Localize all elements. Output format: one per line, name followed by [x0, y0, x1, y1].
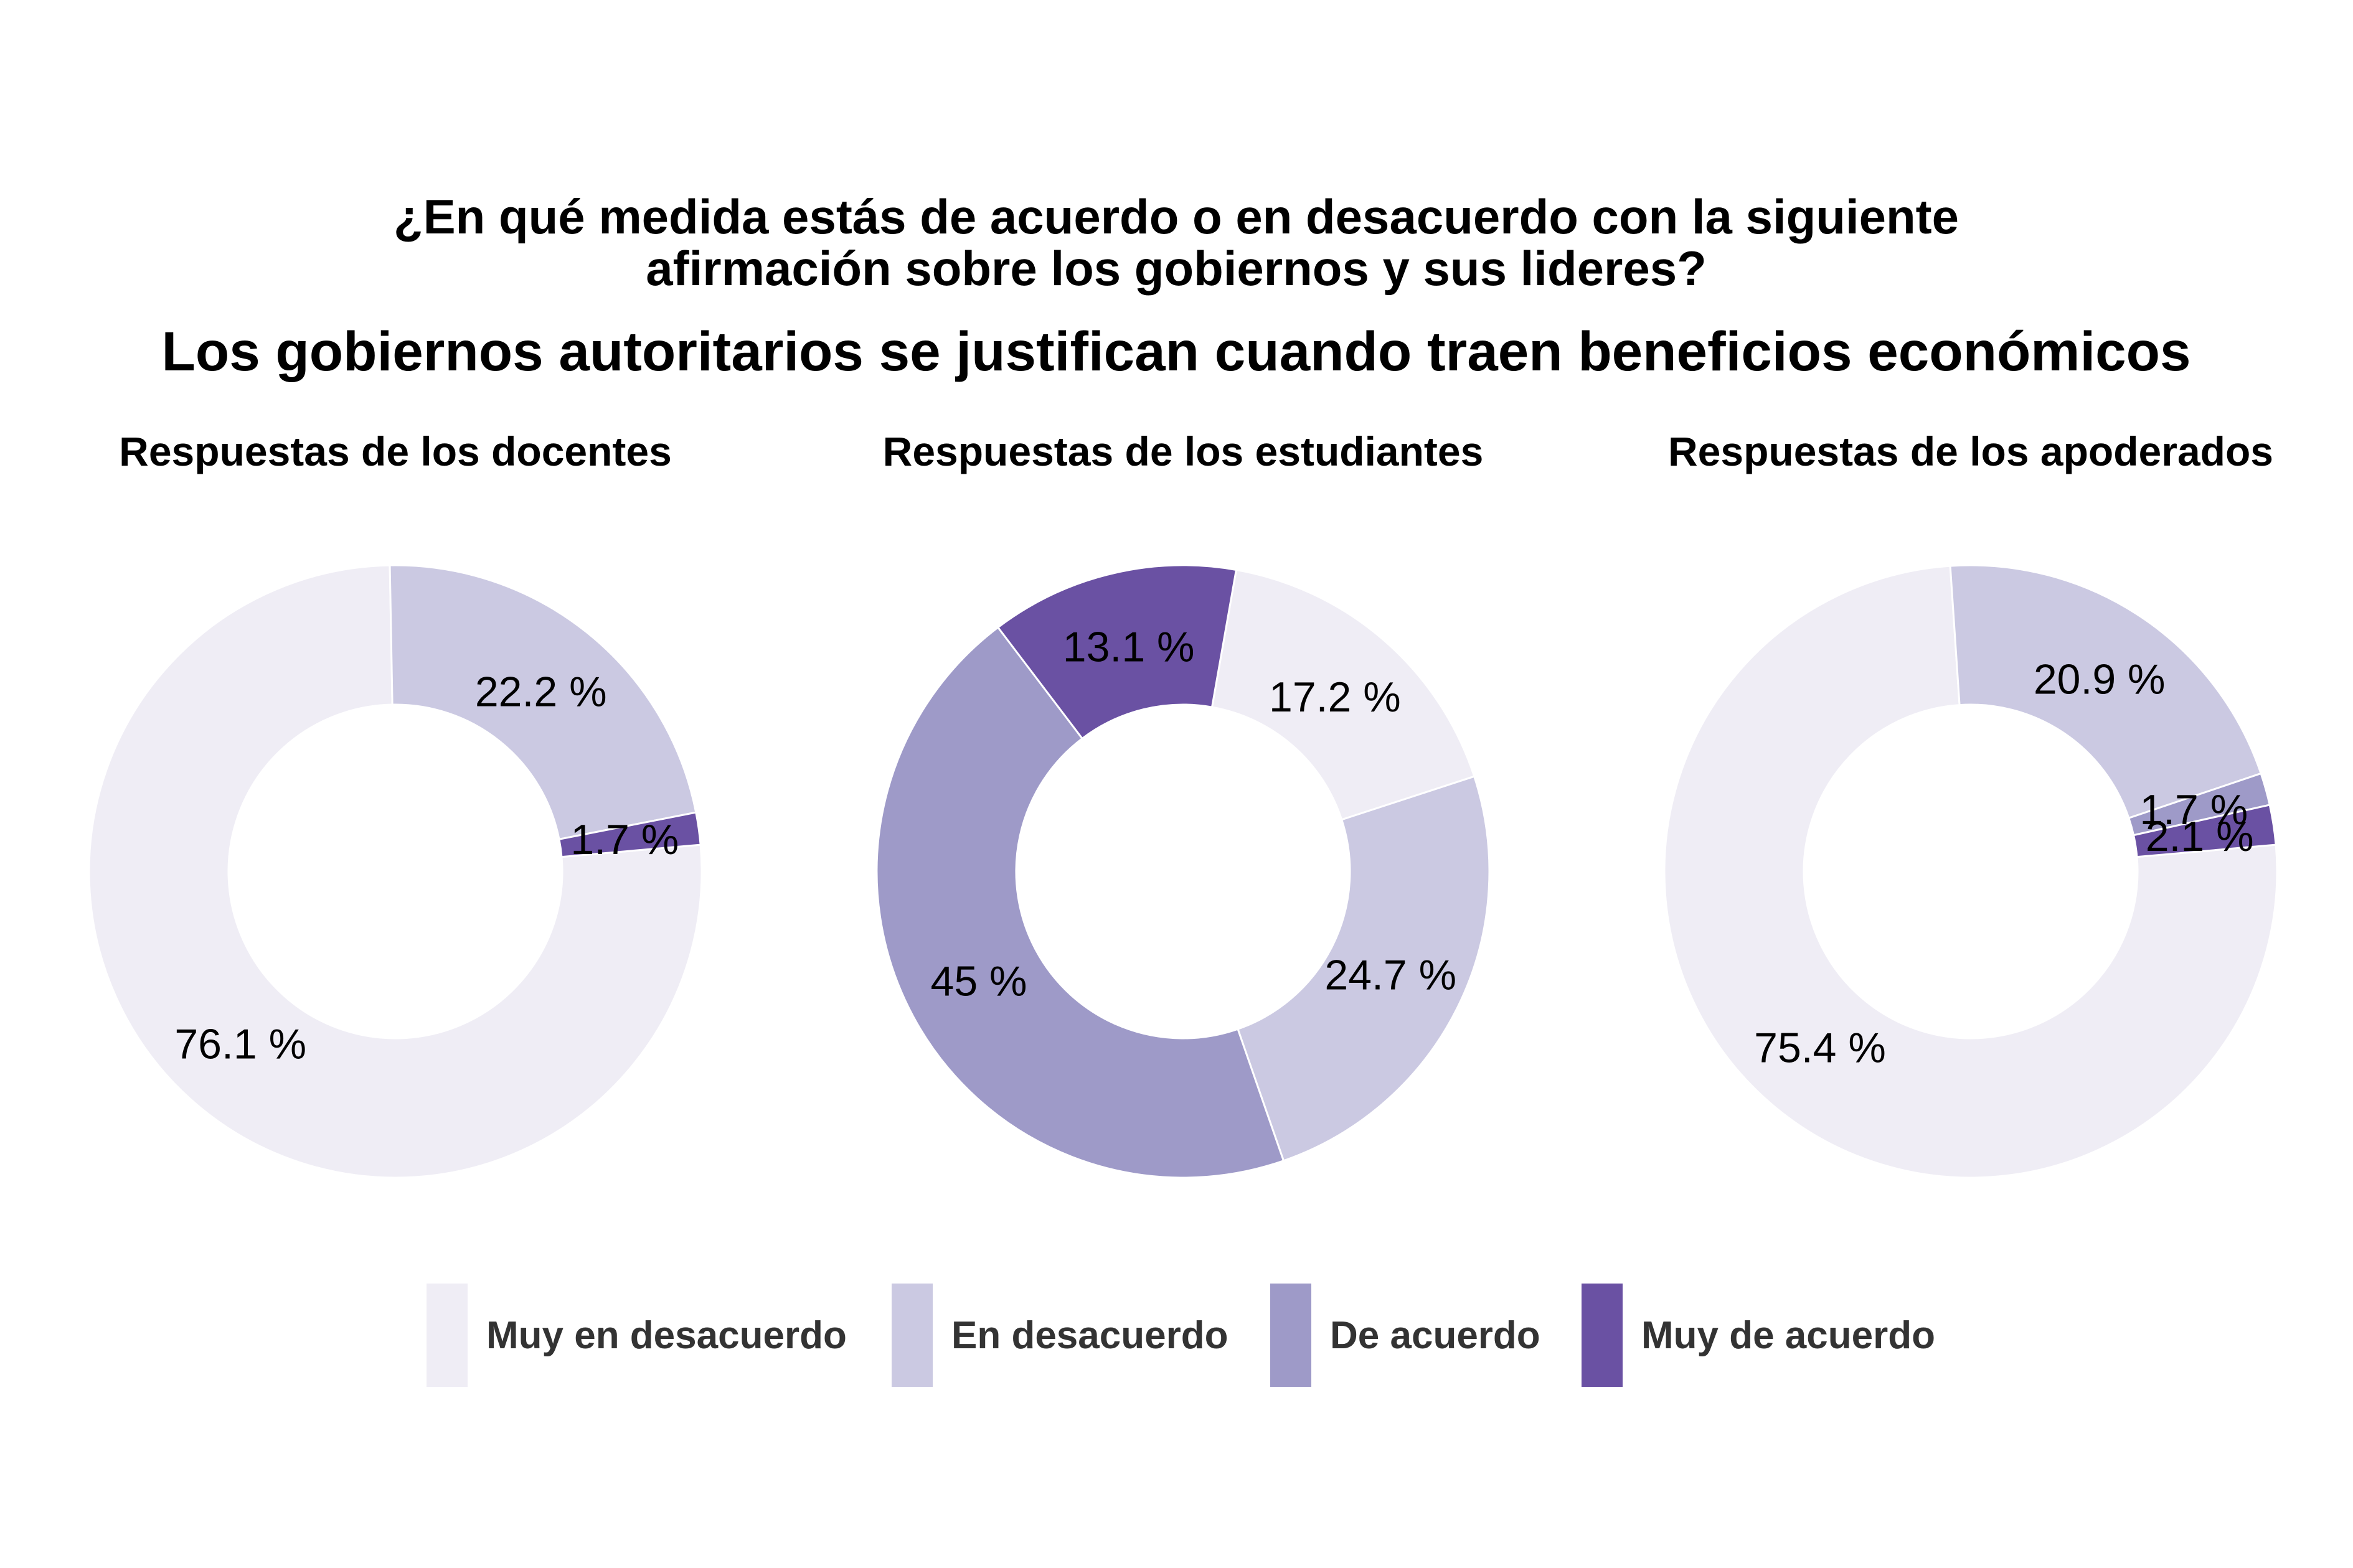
slice-muy-en-desacuerdo: [1210, 568, 1476, 821]
donut-panel-respuestas-de-los-estudiantes: Respuestas de los estudiantes 17.2 % 24.7 …: [875, 428, 1491, 1179]
panel-title: Respuestas de los estudiantes: [883, 428, 1484, 474]
slice-label: 20.9 %: [2034, 656, 2166, 703]
legend-swatch: [1582, 1284, 1623, 1387]
legend-label: Muy en desacuerdo: [486, 1314, 847, 1357]
legend-swatch: [1270, 1284, 1311, 1387]
legend: Muy en desacuerdo En desacuerdo De acuerdo…: [427, 1284, 1935, 1387]
legend-swatch: [892, 1284, 933, 1387]
chart-title-line-1: ¿En qué medida estás de acuerdo o en des…: [394, 189, 1959, 244]
slice-muy-en-desacuerdo: [1663, 565, 2278, 1179]
slice-label: 75.4 %: [1754, 1025, 1886, 1072]
donut-panel-respuestas-de-los-apoderados: Respuestas de los apoderados 75.4 % 20.9 %…: [1663, 428, 2278, 1179]
slice-label: 13.1 %: [1063, 623, 1195, 670]
slice-en-desacuerdo: [1949, 564, 2263, 820]
chart-subtitle: Los gobiernos autoritarios se justifican…: [161, 320, 2190, 382]
slice-muy-de-acuerdo: [558, 811, 702, 858]
slice-label: 1.7 %: [2139, 786, 2248, 833]
legend-item-en-desacuerdo: En desacuerdo: [892, 1284, 1228, 1387]
slice-label: 76.1 %: [174, 1021, 306, 1068]
slice-en-desacuerdo: [1237, 775, 1491, 1162]
legend-swatch: [427, 1284, 468, 1387]
slice-label: 45 %: [931, 958, 1027, 1005]
slice-de-acuerdo: [875, 626, 1285, 1179]
chart-title-line-2: afirmación sobre los gobiernos y sus lid…: [646, 241, 1707, 296]
slice-label: 2.1 %: [2146, 813, 2254, 860]
slice-muy-en-desacuerdo: [88, 564, 703, 1179]
donut-panel-respuestas-de-los-docentes: Respuestas de los docentes 76.1 % 22.2 % 1.…: [88, 428, 703, 1179]
slice-en-desacuerdo: [389, 564, 697, 841]
legend-label: De acuerdo: [1330, 1314, 1540, 1357]
legend-item-muy-de-acuerdo: Muy de acuerdo: [1582, 1284, 1935, 1387]
panel-title: Respuestas de los apoderados: [1668, 428, 2273, 474]
slice-muy-de-acuerdo: [2132, 804, 2277, 858]
legend-label: Muy de acuerdo: [1641, 1314, 1935, 1357]
slice-label: 24.7 %: [1324, 951, 1456, 998]
slice-label: 17.2 %: [1269, 674, 1401, 721]
slice-label: 1.7 %: [570, 816, 679, 863]
legend-item-de-acuerdo: De acuerdo: [1270, 1284, 1540, 1387]
legend-label: En desacuerdo: [951, 1314, 1228, 1357]
legend-item-muy-en-desacuerdo: Muy en desacuerdo: [427, 1284, 847, 1387]
panel-title: Respuestas de los docentes: [119, 428, 672, 474]
slice-muy-de-acuerdo: [996, 564, 1238, 740]
slice-label: 22.2 %: [475, 669, 607, 716]
